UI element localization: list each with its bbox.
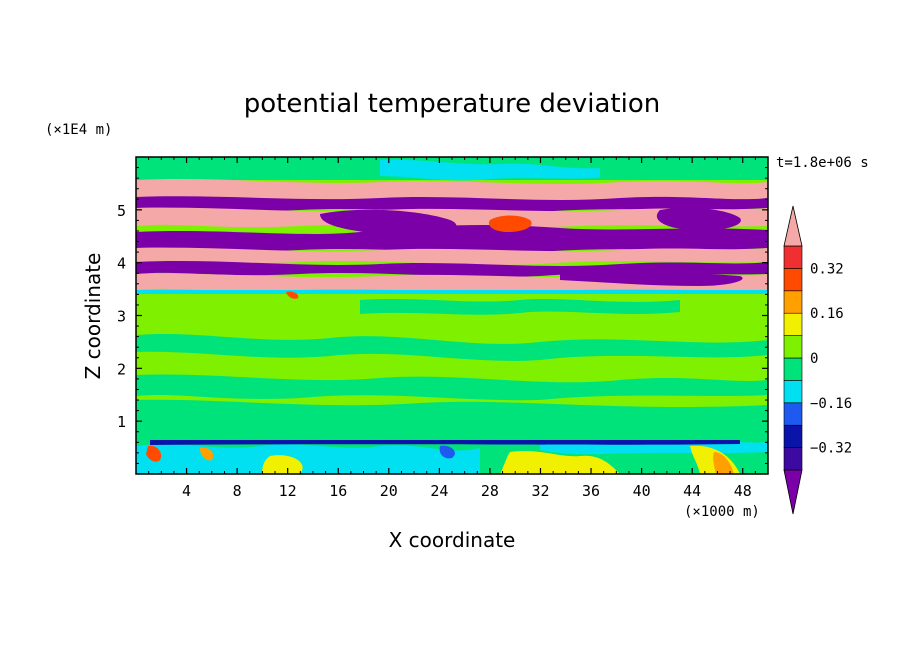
- colorbar-segment: [783, 312, 803, 336]
- colorbar-extend-high: [783, 205, 803, 247]
- field-band: [136, 444, 480, 474]
- x-unit-label: (×1000 m): [684, 504, 760, 520]
- colorbar-segment: [783, 402, 803, 426]
- chart-title: potential temperature deviation: [244, 89, 660, 119]
- x-tick-label: 40: [633, 482, 651, 500]
- field-band: [439, 445, 455, 459]
- colorbar-tick-label: 0.16: [810, 306, 844, 322]
- x-tick-label: 8: [233, 482, 242, 500]
- field-band: [200, 447, 214, 461]
- field-band: [146, 445, 162, 462]
- colorbar-tick-label: −0.16: [810, 396, 852, 412]
- x-tick-label: 12: [279, 482, 297, 500]
- field-band: [320, 209, 457, 237]
- field-band: [136, 374, 768, 401]
- field-band: [286, 291, 299, 299]
- x-tick-label: 4: [182, 482, 191, 500]
- field-band: [136, 247, 768, 265]
- time-label: t=1.8e+06 s: [776, 155, 869, 171]
- colorbar-segment: [783, 290, 803, 314]
- field-band: [136, 225, 768, 253]
- y-tick-label: 5: [117, 202, 126, 220]
- field-band: [560, 270, 743, 286]
- x-tick-label: 20: [380, 482, 398, 500]
- y-tick-label: 2: [117, 360, 126, 378]
- y-tick-label: 1: [117, 413, 126, 431]
- field-band: [136, 207, 768, 229]
- y-unit-label: (×1E4 m): [45, 122, 112, 138]
- field-band: [136, 290, 768, 294]
- colorbar-segment: [783, 380, 803, 404]
- field-band: [136, 333, 768, 361]
- contour-field: [136, 157, 768, 474]
- x-tick-label: 32: [531, 482, 549, 500]
- field-band: [713, 452, 734, 474]
- x-tick-label: 36: [582, 482, 600, 500]
- x-tick-label: 44: [683, 482, 701, 500]
- x-axis: 4 8 12 16 20 24 28 32 36 40 44 48: [148, 157, 756, 500]
- field-band: [656, 207, 741, 231]
- colorbar-extend-low: [783, 469, 803, 515]
- colorbar-segment: [783, 335, 803, 359]
- colorbar-segment: [783, 245, 803, 269]
- field-band: [380, 159, 600, 181]
- y-axis-label: Z coordinate: [81, 253, 105, 380]
- x-tick-label: 28: [481, 482, 499, 500]
- colorbar-segment: [783, 357, 803, 381]
- field-band: [150, 440, 740, 445]
- x-tick-label: 24: [430, 482, 448, 500]
- y-tick-label: 4: [117, 255, 126, 273]
- y-tick-label: 3: [117, 308, 126, 326]
- colorbar-segment: [783, 268, 803, 292]
- x-axis-label: X coordinate: [389, 528, 516, 552]
- field-band: [500, 451, 620, 474]
- field-band: [262, 455, 303, 474]
- colorbar-tick-label: 0: [810, 351, 818, 367]
- colorbar-tick-label: −0.32: [810, 441, 852, 457]
- colorbar-segment: [783, 447, 803, 471]
- x-tick-label: 48: [734, 482, 752, 500]
- colorbar-tick-label: 0.32: [810, 261, 844, 277]
- colorbar: 0.32 0.16 0 −0.16 −0.32: [783, 205, 852, 515]
- field-band: [136, 399, 768, 440]
- field-band: [136, 196, 768, 213]
- x-tick-label: 16: [329, 482, 347, 500]
- y-axis: 1 2 3 4 5: [117, 167, 768, 464]
- field-band: [488, 215, 532, 232]
- colorbar-segment: [783, 424, 803, 448]
- field-band: [360, 298, 680, 315]
